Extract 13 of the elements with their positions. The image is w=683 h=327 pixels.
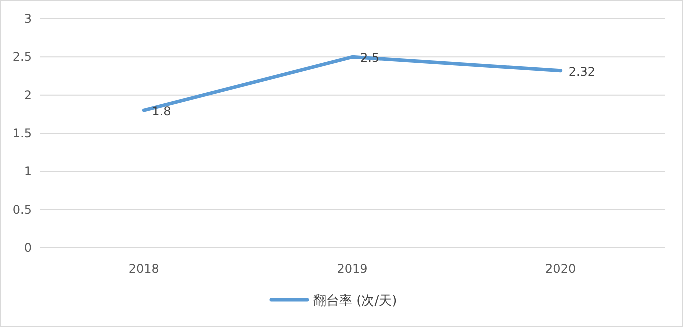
y-tick-label: 2 <box>24 88 32 102</box>
y-tick-label: 0.5 <box>12 202 32 217</box>
x-tick-label: 2019 <box>337 262 368 276</box>
y-tick-label: 3 <box>24 12 32 26</box>
data-label: 1.8 <box>152 104 172 119</box>
x-tick-label: 2020 <box>546 262 576 276</box>
data-label: 2.32 <box>568 64 596 79</box>
y-tick-label: 1 <box>24 164 32 179</box>
x-tick-label: 2018 <box>128 262 160 276</box>
y-tick-label: 0 <box>24 241 32 255</box>
y-tick-label: 1.5 <box>12 126 32 140</box>
y-tick-label: 2.5 <box>12 50 32 64</box>
legend-label: 翻台率 (次/天) <box>314 293 398 309</box>
